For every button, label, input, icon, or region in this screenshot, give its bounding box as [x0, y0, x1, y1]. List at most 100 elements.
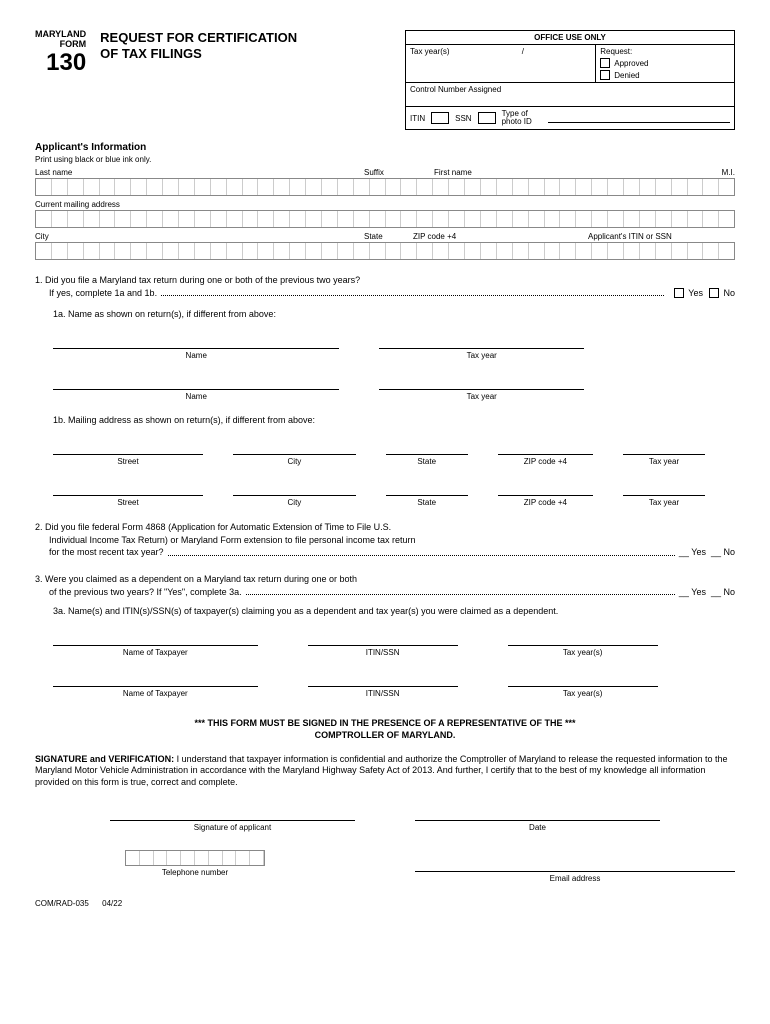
- q2-line1: 2. Did you file federal Form 4868 (Appli…: [35, 521, 735, 534]
- approved-checkbox[interactable]: [600, 58, 610, 68]
- ssn-checkbox[interactable]: [478, 112, 496, 124]
- q1b-zip-line2[interactable]: [498, 482, 593, 496]
- q1b-zip-label1: ZIP code +4: [524, 457, 567, 466]
- q1b-street-line1[interactable]: [53, 441, 203, 455]
- state-label: State: [364, 232, 413, 241]
- last-name-label: Last name: [35, 168, 364, 177]
- denied-label: Denied: [614, 71, 639, 80]
- form-number: 130: [35, 50, 86, 76]
- q3a-year-label2: Tax year(s): [563, 689, 603, 698]
- photo-id-line[interactable]: [548, 113, 730, 123]
- footer-code: COM/RAD-035: [35, 899, 89, 908]
- q1a-text: 1a. Name as shown on return(s), if diffe…: [53, 309, 735, 319]
- name-input-cells[interactable]: [35, 178, 735, 196]
- signature-line[interactable]: [110, 807, 355, 821]
- q3a-itin-line2[interactable]: [308, 673, 458, 687]
- q3-line1: 3. Were you claimed as a dependent on a …: [35, 573, 735, 586]
- q1b-street-label1: Street: [117, 457, 138, 466]
- q1a-year-label2: Tax year: [467, 392, 497, 401]
- q3a-year-line2[interactable]: [508, 673, 658, 687]
- approved-label: Approved: [614, 59, 648, 68]
- q1b-city-label1: City: [288, 457, 302, 466]
- q1b-zip-line1[interactable]: [498, 441, 593, 455]
- q1b-state-line1[interactable]: [386, 441, 468, 455]
- q3-yes: Yes: [691, 587, 706, 597]
- q3-no: No: [723, 587, 735, 597]
- q3a-name-label1: Name of Taxpayer: [123, 648, 188, 657]
- q3a-year-line1[interactable]: [508, 632, 658, 646]
- address-input-cells[interactable]: [35, 210, 735, 228]
- q2-line3: for the most recent tax year?: [49, 546, 164, 559]
- q1-no: No: [723, 288, 735, 298]
- q3a-itin-label2: ITIN/SSN: [366, 689, 400, 698]
- address-label: Current mailing address: [35, 200, 735, 209]
- q3a-text: 3a. Name(s) and ITIN(s)/SSN(s) of taxpay…: [53, 606, 735, 616]
- q3-line2: of the previous two years? If "Yes", com…: [49, 586, 242, 599]
- q1-text: 1. Did you file a Maryland tax return du…: [35, 274, 735, 287]
- applicant-section-title: Applicant's Information: [35, 142, 735, 153]
- q1a-name-label1: Name: [186, 351, 207, 360]
- q3a-name-line2[interactable]: [53, 673, 258, 687]
- q2-line2: Individual Income Tax Return) or Marylan…: [49, 534, 735, 547]
- first-name-label: First name: [434, 168, 700, 177]
- telephone-cells[interactable]: [125, 850, 265, 866]
- itin-checkbox[interactable]: [431, 112, 449, 124]
- ssn-label: SSN: [455, 114, 471, 123]
- notice-line1: *** THIS FORM MUST BE SIGNED IN THE PRES…: [35, 718, 735, 730]
- q1b-city-line2[interactable]: [233, 482, 356, 496]
- itin-ssn-label: Applicant's ITIN or SSN: [588, 232, 735, 241]
- dots: [168, 555, 675, 556]
- title-line2: OF TAX FILINGS: [100, 46, 405, 62]
- q1b-year-line1[interactable]: [623, 441, 705, 455]
- q1a-name-line2[interactable]: [53, 376, 339, 390]
- sig-heading: SIGNATURE and VERIFICATION:: [35, 754, 174, 764]
- dots: [161, 295, 664, 296]
- slash: /: [522, 47, 524, 56]
- request-label: Request:: [600, 47, 730, 56]
- q1a-name-label2: Name: [186, 392, 207, 401]
- q1b-state-label2: State: [417, 498, 436, 507]
- q1a-year-label1: Tax year: [467, 351, 497, 360]
- mi-label: M.I.: [700, 168, 735, 177]
- notice-line2: COMPTROLLER OF MARYLAND.: [35, 730, 735, 742]
- photo-id-label: Type of photo ID: [502, 110, 542, 126]
- form-title: REQUEST FOR CERTIFICATION OF TAX FILINGS: [100, 30, 405, 61]
- q3a-name-line1[interactable]: [53, 632, 258, 646]
- ink-hint: Print using black or blue ink only.: [35, 155, 735, 164]
- q1a-year-line1[interactable]: [379, 335, 584, 349]
- q1a-year-line2[interactable]: [379, 376, 584, 390]
- control-number-label: Control Number Assigned: [410, 85, 501, 94]
- tax-years-label: Tax year(s): [410, 47, 450, 56]
- denied-checkbox[interactable]: [600, 70, 610, 80]
- q2-yes: Yes: [691, 547, 706, 557]
- q1-no-checkbox[interactable]: [709, 288, 719, 298]
- q1b-city-line1[interactable]: [233, 441, 356, 455]
- city-state-zip-cells[interactable]: [35, 242, 735, 260]
- q1b-year-label2: Tax year: [649, 498, 679, 507]
- q3a-itin-line1[interactable]: [308, 632, 458, 646]
- itin-label: ITIN: [410, 114, 425, 123]
- zip-label: ZIP code +4: [413, 232, 588, 241]
- footer-rev: 04/22: [102, 899, 122, 908]
- city-label: City: [35, 232, 364, 241]
- q3a-name-label2: Name of Taxpayer: [123, 689, 188, 698]
- q3a-year-label1: Tax year(s): [563, 648, 603, 657]
- form-identifier: MARYLAND FORM 130: [35, 30, 86, 76]
- q2-no: No: [723, 547, 735, 557]
- office-title: OFFICE USE ONLY: [406, 31, 734, 45]
- email-line[interactable]: [415, 858, 735, 872]
- q1b-city-label2: City: [288, 498, 302, 507]
- date-line[interactable]: [415, 807, 660, 821]
- q1b-year-line2[interactable]: [623, 482, 705, 496]
- q1a-name-line1[interactable]: [53, 335, 339, 349]
- q1b-state-line2[interactable]: [386, 482, 468, 496]
- q1-yes-checkbox[interactable]: [674, 288, 684, 298]
- q1-yes: Yes: [688, 288, 703, 298]
- q1b-text: 1b. Mailing address as shown on return(s…: [53, 415, 735, 425]
- q1b-zip-label2: ZIP code +4: [524, 498, 567, 507]
- q3a-itin-label1: ITIN/SSN: [366, 648, 400, 657]
- title-line1: REQUEST FOR CERTIFICATION: [100, 30, 405, 46]
- telephone-label: Telephone number: [35, 868, 355, 877]
- q1b-street-line2[interactable]: [53, 482, 203, 496]
- suffix-label: Suffix: [364, 168, 434, 177]
